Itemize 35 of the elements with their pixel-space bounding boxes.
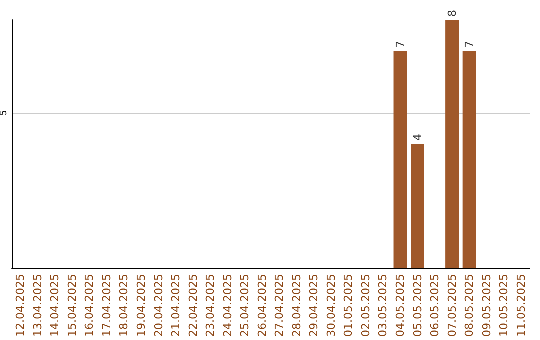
y-tick-label: 5 (0, 110, 10, 116)
data-label: 7 (463, 41, 476, 48)
x-tick-label: 11.05.2025 (514, 274, 528, 338)
x-tick-label: 27.04.2025 (273, 274, 286, 338)
x-tick-label: 01.05.2025 (342, 274, 356, 338)
x-tick-label: 28.04.2025 (290, 274, 304, 338)
x-tick-label: 04.05.2025 (394, 274, 407, 338)
data-label: 7 (394, 41, 407, 48)
x-tick-label: 20.04.2025 (152, 274, 166, 338)
x-tick-label: 17.04.2025 (100, 274, 114, 338)
x-tick-label: 16.04.2025 (83, 274, 96, 338)
x-tick-label: 14.04.2025 (48, 274, 62, 338)
x-tick-label: 30.04.2025 (324, 274, 338, 338)
x-tick-label: 06.05.2025 (428, 274, 442, 338)
x-tick-label: 22.04.2025 (186, 274, 200, 338)
x-tick-label: 12.04.2025 (14, 274, 28, 338)
x-tick-label: 21.04.2025 (170, 274, 183, 338)
x-tick-label: 07.05.2025 (446, 274, 459, 338)
x-tick-label: 08.05.2025 (463, 274, 476, 338)
x-tick-label: 26.04.2025 (256, 274, 269, 338)
x-tick-label: 19.04.2025 (135, 274, 148, 338)
x-tick-label: 10.05.2025 (498, 274, 511, 338)
data-label: 8 (446, 10, 459, 17)
x-tick-label: 09.05.2025 (480, 274, 494, 338)
x-tick-label: 13.04.2025 (31, 274, 44, 338)
x-tick-label: 29.04.2025 (308, 274, 321, 338)
x-tick-label: 23.04.2025 (204, 274, 218, 338)
x-tick-label: 18.04.2025 (118, 274, 131, 338)
x-tick-label: 05.05.2025 (411, 274, 424, 338)
data-label: 4 (411, 134, 424, 142)
x-tick-label: 24.04.2025 (221, 274, 234, 338)
x-tick-label: 02.05.2025 (359, 274, 372, 338)
x-tick-label: 25.04.2025 (238, 274, 252, 338)
x-tick-label: 03.05.2025 (376, 274, 390, 338)
x-tick-label: 15.04.2025 (66, 274, 79, 338)
